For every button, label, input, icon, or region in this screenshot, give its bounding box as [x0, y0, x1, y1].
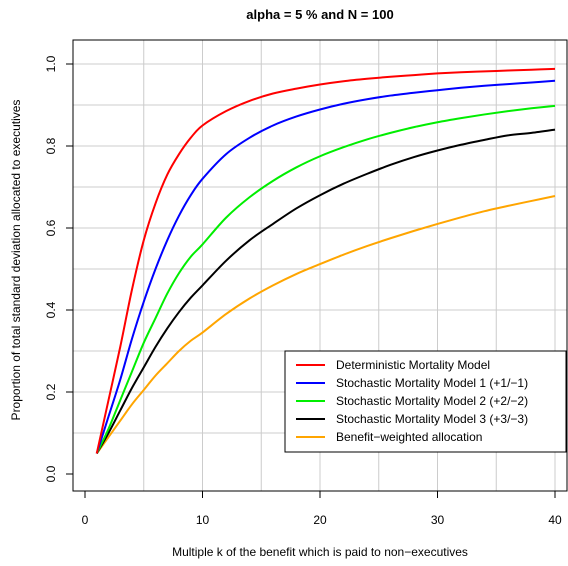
x-tick-label: 0 [82, 513, 89, 527]
legend-label: Stochastic Mortality Model 1 (+1/−1) [336, 376, 528, 390]
legend: Deterministic Mortality Model Stochastic … [284, 350, 567, 453]
series-line-0 [95, 67, 556, 454]
y-tick-label: 0.8 [44, 137, 58, 154]
x-tick-label: 10 [196, 513, 210, 527]
x-tick-label: 20 [313, 513, 327, 527]
legend-label: Benefit−weighted allocation [336, 430, 482, 444]
series-line-3 [95, 128, 556, 454]
legend-label: Stochastic Mortality Model 2 (+2/−2) [336, 394, 528, 408]
y-tick-label: 0.0 [44, 465, 58, 482]
legend-label: Stochastic Mortality Model 3 (+3/−3) [336, 412, 528, 426]
y-tick-label: 0.6 [44, 219, 58, 236]
x-tick-label: 30 [431, 513, 445, 527]
y-axis-label: Proportion of total standard deviation a… [9, 100, 23, 421]
x-tick-label: 40 [548, 513, 562, 527]
y-tick-label: 0.2 [44, 383, 58, 400]
chart-title: alpha = 5 % and N = 100 [246, 7, 393, 22]
series-line-4 [95, 195, 556, 455]
grid [73, 40, 567, 491]
x-axis-label: Multiple k of the benefit which is paid … [172, 545, 468, 559]
series-lines [95, 67, 556, 455]
legend-box [284, 350, 567, 453]
y-tick-label: 0.4 [44, 301, 58, 318]
y-tick-label: 1.0 [44, 55, 58, 72]
series-line-1 [95, 79, 556, 454]
axes: 0 10 20 30 40 0.0 0.2 0.4 0.6 0.8 1.0 [44, 55, 562, 527]
legend-label: Deterministic Mortality Model [336, 358, 490, 372]
series-line-2 [95, 104, 556, 454]
